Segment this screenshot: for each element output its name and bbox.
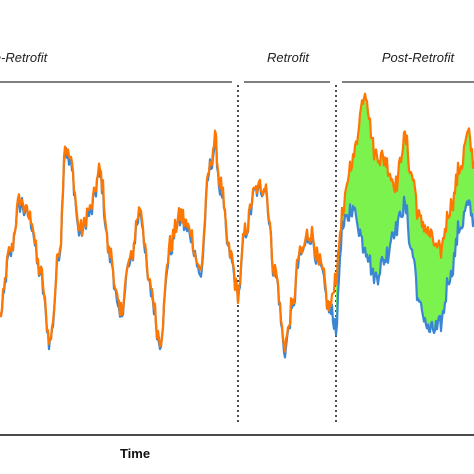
difference-fill-layer [336, 93, 474, 335]
phase-label-2: Retrofit [267, 50, 310, 65]
phase-label-1: Pre-Retrofit [0, 50, 49, 65]
phase-labels: Pre-Retrofit Retrofit Post-Retrofit [0, 50, 456, 65]
phase-label-3: Post-Retrofit [382, 50, 456, 65]
difference-fill-area [336, 93, 474, 335]
phase-boundaries [237, 85, 337, 425]
x-axis-label: Time [120, 446, 150, 461]
series-line-orange [0, 92, 474, 353]
series-layer [0, 92, 474, 359]
